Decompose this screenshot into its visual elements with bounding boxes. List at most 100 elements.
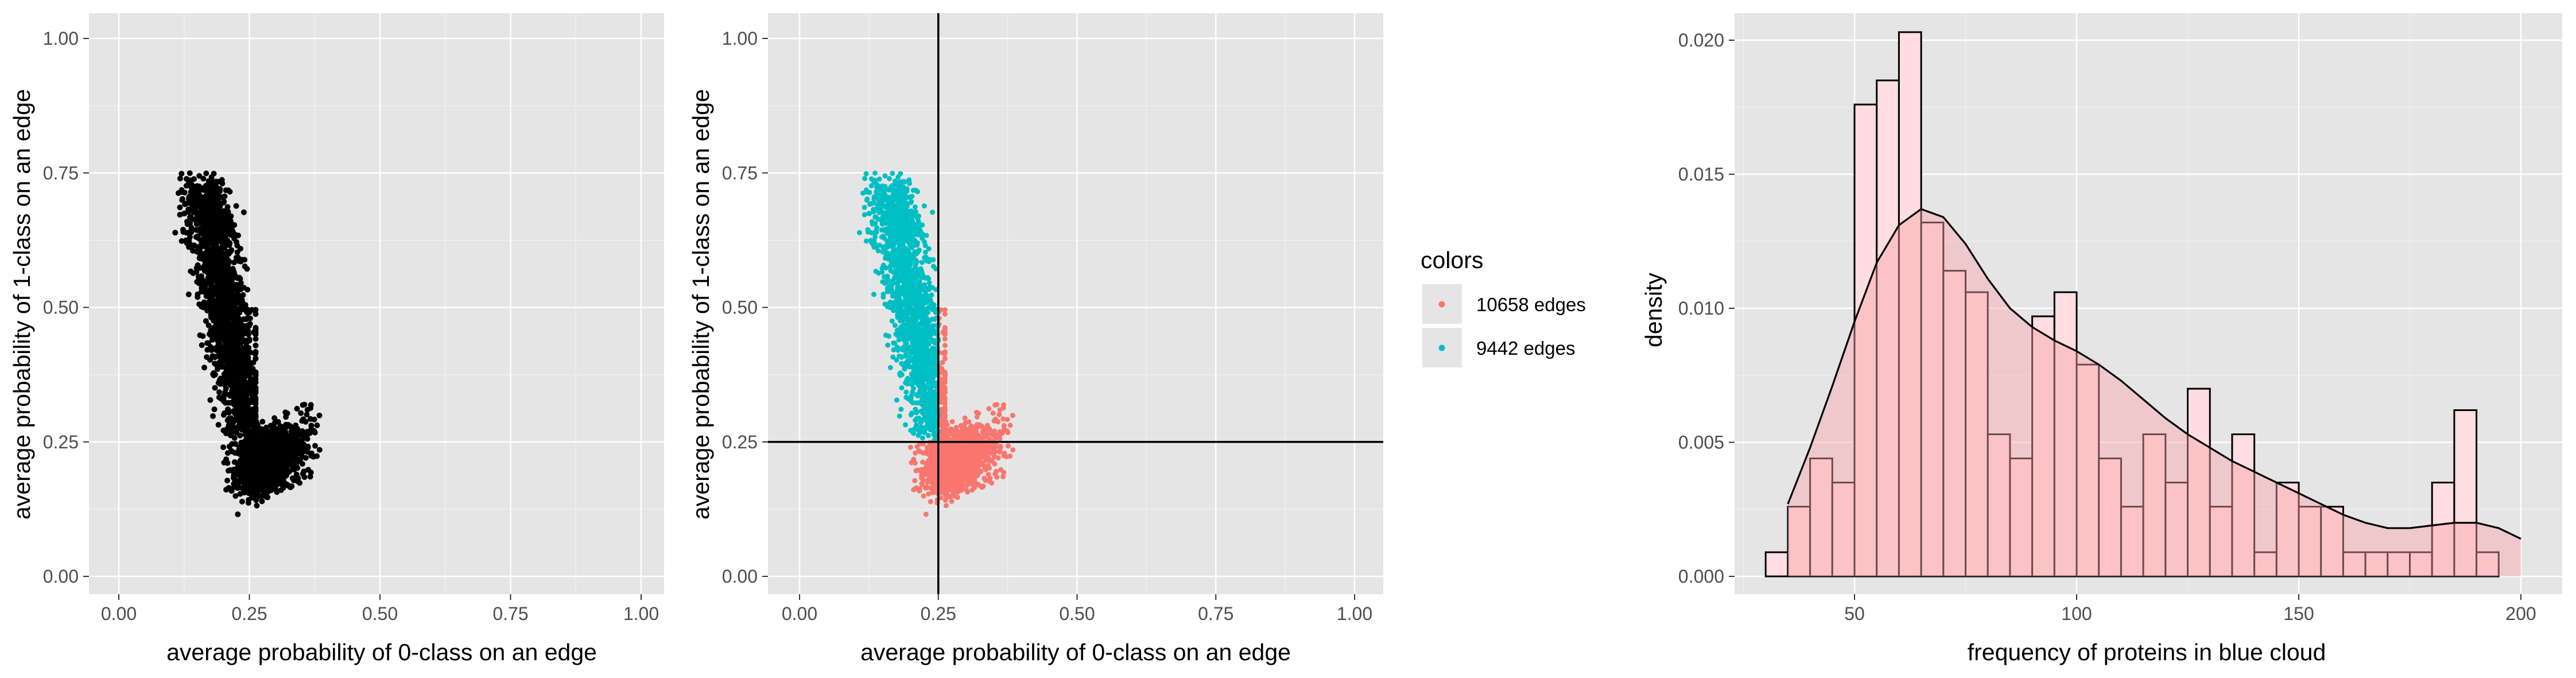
data-point xyxy=(902,363,908,369)
data-point xyxy=(222,193,228,200)
data-point xyxy=(203,318,209,324)
data-point xyxy=(909,382,914,388)
data-point xyxy=(247,461,254,467)
data-point xyxy=(933,266,938,272)
data-point xyxy=(184,219,190,225)
data-point xyxy=(901,212,907,218)
data-point xyxy=(201,268,208,274)
data-point xyxy=(201,365,207,371)
data-point xyxy=(245,351,251,357)
data-point xyxy=(216,287,223,293)
data-point xyxy=(195,203,201,209)
data-point xyxy=(899,233,905,238)
data-point xyxy=(912,376,918,382)
data-point xyxy=(274,489,280,495)
data-point xyxy=(242,367,248,373)
data-point xyxy=(217,253,223,259)
data-point xyxy=(229,441,235,447)
data-point xyxy=(234,348,240,355)
data-point xyxy=(888,268,894,274)
data-point xyxy=(247,450,253,456)
data-point xyxy=(215,363,222,369)
data-point xyxy=(288,424,294,430)
data-point xyxy=(918,266,924,272)
data-point xyxy=(894,357,899,363)
data-point xyxy=(892,340,898,346)
data-point xyxy=(940,360,945,366)
data-point xyxy=(212,335,218,342)
data-point xyxy=(179,238,185,244)
data-point xyxy=(222,322,228,328)
data-point xyxy=(253,385,259,391)
data-point xyxy=(895,347,901,353)
data-point xyxy=(914,422,920,428)
data-point xyxy=(865,229,871,235)
data-point xyxy=(904,208,910,214)
data-point xyxy=(267,433,273,440)
data-point xyxy=(231,466,237,472)
data-point xyxy=(876,242,882,248)
data-point xyxy=(885,342,891,348)
data-point xyxy=(205,322,212,328)
data-point xyxy=(212,232,219,238)
data-point xyxy=(258,453,264,459)
data-point xyxy=(887,365,893,370)
data-point xyxy=(903,341,909,347)
data-point xyxy=(204,347,211,353)
data-point xyxy=(218,396,224,402)
data-point xyxy=(308,425,315,432)
y-tick-label: 0.25 xyxy=(43,432,79,452)
data-point xyxy=(910,322,915,328)
data-point xyxy=(220,349,227,355)
data-point xyxy=(236,317,243,323)
data-point xyxy=(931,374,937,379)
data-point xyxy=(920,435,925,441)
data-point xyxy=(902,280,907,285)
data-point xyxy=(918,391,924,397)
data-point xyxy=(203,186,209,192)
data-point xyxy=(882,280,888,286)
data-point xyxy=(888,214,894,220)
data-point xyxy=(212,371,218,378)
data-point xyxy=(880,292,886,297)
data-point xyxy=(897,207,902,212)
data-point xyxy=(259,498,265,505)
data-point xyxy=(222,336,228,342)
data-point xyxy=(894,249,900,254)
data-point xyxy=(290,433,297,439)
data-point xyxy=(196,195,202,202)
data-point xyxy=(224,251,230,258)
data-point xyxy=(305,443,311,450)
data-point xyxy=(236,403,243,409)
data-point xyxy=(925,355,931,361)
data-point xyxy=(215,303,222,309)
data-point xyxy=(895,312,901,317)
data-point xyxy=(193,265,200,272)
data-point xyxy=(942,326,948,332)
data-point xyxy=(873,269,879,274)
data-point xyxy=(307,416,313,422)
data-point xyxy=(307,430,313,436)
data-point xyxy=(907,181,913,187)
data-point xyxy=(869,219,875,224)
data-point xyxy=(190,247,196,254)
data-point xyxy=(917,367,922,373)
data-point xyxy=(268,454,274,460)
data-point xyxy=(240,338,246,344)
data-point xyxy=(284,452,290,459)
data-point xyxy=(939,409,945,415)
data-point xyxy=(253,311,259,317)
data-point xyxy=(234,485,240,491)
data-point xyxy=(242,380,248,386)
data-point xyxy=(278,448,284,455)
data-point xyxy=(925,385,931,391)
data-point xyxy=(208,347,215,353)
data-point xyxy=(924,424,929,429)
data-point xyxy=(924,373,929,378)
data-point xyxy=(926,246,932,251)
data-point xyxy=(259,475,266,481)
data-point xyxy=(914,283,920,289)
data-point xyxy=(201,282,208,289)
data-point xyxy=(893,191,899,197)
x-tick-label: 1.00 xyxy=(623,603,659,624)
